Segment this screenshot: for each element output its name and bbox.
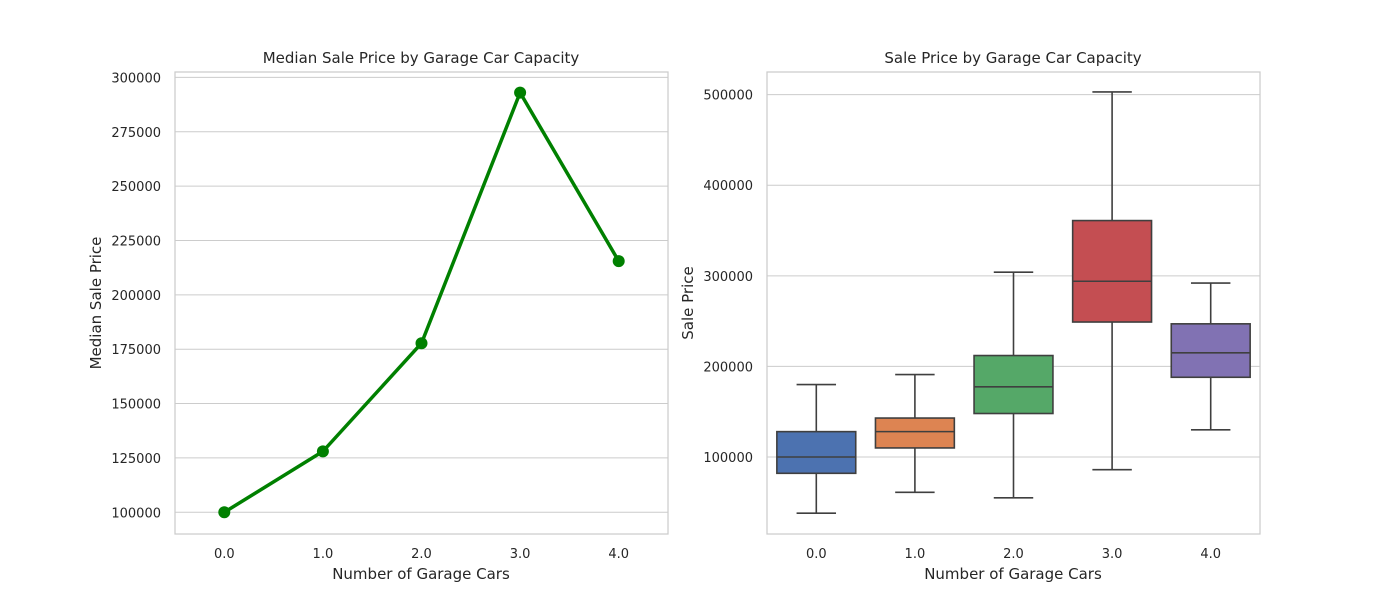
left-x-tick-label: 4.0: [608, 547, 629, 562]
left-y-tick-label: 300000: [111, 71, 161, 86]
left-y-tick-label: 175000: [111, 343, 161, 358]
left-y-tick-label: 100000: [111, 506, 161, 521]
median-price-point: [316, 445, 329, 458]
box-group: [1170, 282, 1251, 431]
box-iqr: [973, 354, 1054, 415]
right-y-tick-label: 100000: [703, 451, 753, 466]
box-iqr: [776, 430, 857, 475]
box-group: [973, 271, 1054, 499]
box-iqr: [874, 417, 956, 449]
right-y-tick-label: 300000: [703, 270, 753, 285]
right-y-axis-label: Sale Price: [679, 266, 697, 339]
right-x-tick-label: 0.0: [806, 547, 827, 562]
median-price-point: [218, 506, 231, 519]
left-x-tick-label: 1.0: [313, 547, 334, 562]
median-price-line-chart: Median Sale Price by Garage Car Capacity…: [87, 49, 669, 583]
median-price-point: [415, 337, 428, 350]
sale-price-box-chart: Sale Price by Garage Car Capacity 100000…: [679, 49, 1261, 583]
right-x-tick-label: 2.0: [1003, 547, 1024, 562]
right-x-tick-label: 4.0: [1200, 547, 1221, 562]
right-chart-title: Sale Price by Garage Car Capacity: [884, 49, 1141, 67]
left-y-tick-label: 275000: [111, 126, 161, 141]
left-y-tick-label: 150000: [111, 398, 161, 413]
median-price-point: [612, 255, 625, 268]
left-y-tick-label: 125000: [111, 452, 161, 467]
right-plot-frame: [766, 71, 1261, 535]
right-y-tick-label: 500000: [703, 89, 753, 104]
box-iqr: [1071, 219, 1153, 323]
right-y-tick-label: 200000: [703, 360, 753, 375]
box-group: [776, 383, 857, 514]
left-x-tick-label: 0.0: [214, 547, 235, 562]
left-x-axis-label: Number of Garage Cars: [332, 565, 510, 583]
left-y-tick-label: 250000: [111, 180, 161, 195]
left-x-tick-label: 3.0: [510, 547, 531, 562]
right-x-tick-label: 3.0: [1102, 547, 1123, 562]
median-price-point: [514, 86, 527, 99]
left-x-tick-label: 2.0: [411, 547, 432, 562]
box-iqr: [1170, 323, 1251, 379]
box-group: [1071, 91, 1153, 471]
left-y-tick-label: 225000: [111, 234, 161, 249]
left-plot-frame: [174, 71, 669, 535]
right-x-axis-label: Number of Garage Cars: [924, 565, 1102, 583]
left-y-axis-label: Median Sale Price: [87, 237, 105, 370]
box-group: [874, 373, 956, 494]
median-price-series-line: [223, 90, 621, 514]
right-y-tick-label: 400000: [703, 179, 753, 194]
left-y-tick-label: 200000: [111, 289, 161, 304]
left-chart-title: Median Sale Price by Garage Car Capacity: [263, 49, 580, 67]
right-x-tick-label: 1.0: [905, 547, 926, 562]
